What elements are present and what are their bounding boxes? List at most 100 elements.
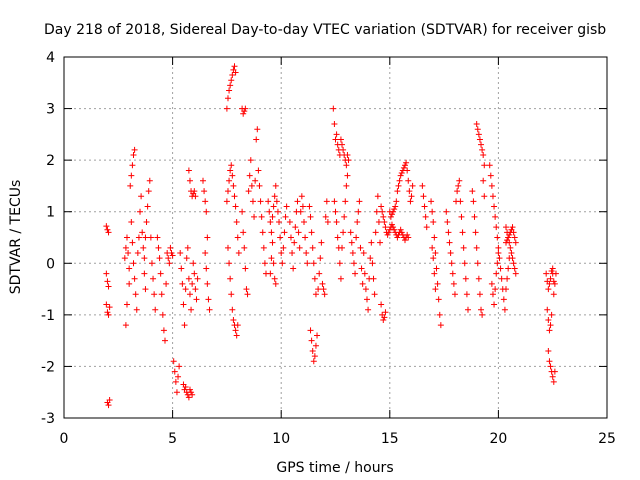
data-point xyxy=(340,146,347,153)
data-point xyxy=(551,368,558,375)
data-point xyxy=(359,280,366,287)
data-point xyxy=(147,234,154,241)
data-point xyxy=(175,373,182,380)
data-point xyxy=(224,95,231,102)
data-point xyxy=(420,193,427,200)
data-point xyxy=(370,275,377,282)
data-point xyxy=(200,177,207,184)
data-point xyxy=(345,157,352,164)
data-point xyxy=(121,255,128,262)
data-point xyxy=(395,182,402,189)
data-point xyxy=(336,260,343,267)
data-point xyxy=(226,87,233,94)
data-point xyxy=(235,249,242,256)
data-point xyxy=(459,229,466,236)
data-point xyxy=(391,226,398,233)
data-point xyxy=(310,260,317,267)
data-point xyxy=(337,136,344,143)
data-point xyxy=(179,280,186,287)
data-point xyxy=(176,363,183,370)
data-point xyxy=(447,249,454,256)
data-point xyxy=(230,317,237,324)
data-point xyxy=(171,368,178,375)
data-point xyxy=(204,234,211,241)
data-point xyxy=(473,121,480,128)
data-point xyxy=(122,322,129,329)
data-point xyxy=(129,162,136,169)
data-point xyxy=(403,159,410,166)
data-point xyxy=(339,244,346,251)
data-point xyxy=(347,229,354,236)
data-point xyxy=(397,172,404,179)
data-point xyxy=(129,239,136,246)
data-point xyxy=(488,182,495,189)
data-point xyxy=(142,234,149,241)
data-point xyxy=(460,244,467,251)
data-point xyxy=(186,386,193,393)
data-point xyxy=(165,255,172,262)
data-point xyxy=(205,296,212,303)
data-point xyxy=(431,270,438,277)
data-point xyxy=(479,146,486,153)
data-point xyxy=(186,177,193,184)
data-point xyxy=(241,108,248,115)
data-point xyxy=(227,275,234,282)
data-point xyxy=(476,136,483,143)
data-point xyxy=(508,249,515,256)
data-point xyxy=(503,286,510,293)
y-tick-label: -3 xyxy=(41,411,55,427)
x-tick-label: 5 xyxy=(168,431,177,447)
data-point xyxy=(151,291,158,298)
data-point xyxy=(545,347,552,354)
data-point xyxy=(550,378,557,385)
data-point xyxy=(474,260,481,267)
data-point xyxy=(432,249,439,256)
data-point xyxy=(227,167,234,174)
data-point xyxy=(545,286,552,293)
data-point xyxy=(463,291,470,298)
data-point xyxy=(161,337,168,344)
data-point xyxy=(503,224,510,231)
data-point xyxy=(104,278,111,285)
data-point xyxy=(332,136,339,143)
data-point xyxy=(548,311,555,318)
data-point xyxy=(504,275,511,282)
data-point xyxy=(423,224,430,231)
data-point xyxy=(511,265,518,272)
data-point xyxy=(431,234,438,241)
data-point xyxy=(367,255,374,262)
data-point xyxy=(292,224,299,231)
data-point xyxy=(189,391,196,398)
data-point xyxy=(269,239,276,246)
data-point xyxy=(449,270,456,277)
data-point xyxy=(491,203,498,210)
x-axis-label: GPS time / hours xyxy=(276,460,393,476)
data-point xyxy=(283,203,290,210)
data-point xyxy=(135,234,142,241)
data-point xyxy=(256,182,263,189)
data-point xyxy=(429,244,436,251)
data-point xyxy=(357,244,364,251)
data-point xyxy=(267,219,274,226)
data-point xyxy=(192,193,199,200)
data-point xyxy=(361,270,368,277)
data-point xyxy=(253,136,260,143)
data-point xyxy=(372,229,379,236)
data-point xyxy=(374,193,381,200)
data-point xyxy=(271,275,278,282)
data-point xyxy=(546,327,553,334)
data-point xyxy=(436,311,443,318)
data-point xyxy=(390,224,397,231)
data-point xyxy=(103,223,110,230)
data-point xyxy=(266,208,273,215)
data-point xyxy=(404,231,411,238)
data-point xyxy=(226,177,233,184)
data-point xyxy=(496,255,503,262)
data-point xyxy=(185,275,192,282)
data-point xyxy=(282,213,289,220)
data-point xyxy=(487,172,494,179)
data-point xyxy=(549,373,556,380)
data-point xyxy=(343,162,350,169)
data-point xyxy=(511,234,518,241)
data-point xyxy=(362,286,369,293)
